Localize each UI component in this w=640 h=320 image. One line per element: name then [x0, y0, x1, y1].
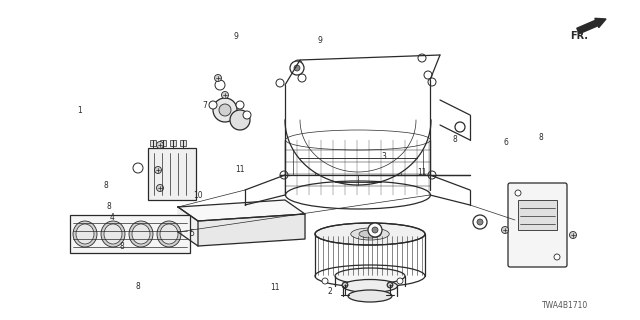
Text: TWA4B1710: TWA4B1710	[542, 300, 588, 309]
Bar	[180, 140, 186, 146]
Ellipse shape	[351, 228, 389, 240]
Ellipse shape	[129, 221, 153, 247]
Text: 4: 4	[109, 213, 115, 222]
Text: 8: 8	[538, 133, 543, 142]
Text: FR.: FR.	[570, 31, 588, 41]
Text: 8: 8	[452, 135, 457, 144]
Circle shape	[157, 185, 163, 191]
Circle shape	[298, 74, 306, 82]
Bar	[518, 200, 557, 230]
Ellipse shape	[342, 279, 397, 292]
FancyBboxPatch shape	[508, 183, 567, 267]
Circle shape	[477, 219, 483, 225]
Ellipse shape	[104, 224, 122, 244]
Circle shape	[570, 231, 577, 238]
Text: 10: 10	[193, 191, 204, 200]
Text: 11: 11	[271, 284, 280, 292]
Text: 2: 2	[327, 287, 332, 296]
Circle shape	[290, 61, 304, 75]
Ellipse shape	[335, 268, 405, 284]
Circle shape	[221, 92, 228, 99]
Circle shape	[214, 75, 221, 82]
Circle shape	[368, 223, 382, 237]
Circle shape	[455, 122, 465, 132]
Text: 8: 8	[103, 181, 108, 190]
Circle shape	[428, 78, 436, 86]
Ellipse shape	[359, 230, 381, 238]
Ellipse shape	[315, 223, 425, 245]
Circle shape	[387, 282, 393, 288]
Text: 5: 5	[189, 229, 195, 238]
Text: 8: 8	[106, 202, 111, 211]
Ellipse shape	[76, 224, 94, 244]
Ellipse shape	[132, 224, 150, 244]
Text: 9: 9	[233, 32, 238, 41]
FancyArrow shape	[577, 18, 606, 34]
Text: 1: 1	[77, 106, 83, 115]
Circle shape	[397, 278, 403, 284]
Bar	[160, 140, 166, 146]
Circle shape	[236, 101, 244, 109]
Ellipse shape	[160, 224, 178, 244]
Circle shape	[213, 98, 237, 122]
Circle shape	[372, 227, 378, 233]
Text: 11: 11	[236, 165, 244, 174]
Bar	[148, 148, 196, 200]
Circle shape	[554, 254, 560, 260]
Circle shape	[473, 215, 487, 229]
Polygon shape	[178, 200, 305, 221]
Ellipse shape	[73, 221, 97, 247]
Text: 8: 8	[135, 282, 140, 291]
Circle shape	[215, 80, 225, 90]
Circle shape	[428, 171, 436, 179]
Circle shape	[209, 101, 217, 109]
Text: 6: 6	[503, 138, 508, 147]
Circle shape	[280, 171, 288, 179]
Text: 9: 9	[317, 36, 323, 44]
Bar	[150, 140, 156, 146]
Circle shape	[342, 283, 348, 287]
Ellipse shape	[157, 221, 181, 247]
Circle shape	[294, 60, 302, 68]
Text: 8: 8	[119, 242, 124, 251]
Circle shape	[157, 141, 163, 148]
Circle shape	[322, 278, 328, 284]
Polygon shape	[198, 214, 305, 246]
Circle shape	[342, 282, 348, 288]
Circle shape	[154, 166, 161, 173]
Text: 7: 7	[202, 101, 207, 110]
Circle shape	[276, 79, 284, 87]
Circle shape	[515, 190, 521, 196]
Circle shape	[243, 111, 251, 119]
Ellipse shape	[348, 290, 392, 302]
Circle shape	[294, 65, 300, 71]
Circle shape	[418, 54, 426, 62]
Ellipse shape	[101, 221, 125, 247]
Circle shape	[219, 104, 231, 116]
Circle shape	[133, 163, 143, 173]
Bar	[170, 140, 176, 146]
Circle shape	[502, 227, 509, 234]
Circle shape	[230, 110, 250, 130]
Circle shape	[387, 283, 392, 287]
Text: 3: 3	[381, 152, 387, 161]
Polygon shape	[178, 207, 198, 246]
Circle shape	[424, 71, 432, 79]
Text: 11: 11	[418, 168, 427, 177]
Bar	[70, 215, 190, 253]
